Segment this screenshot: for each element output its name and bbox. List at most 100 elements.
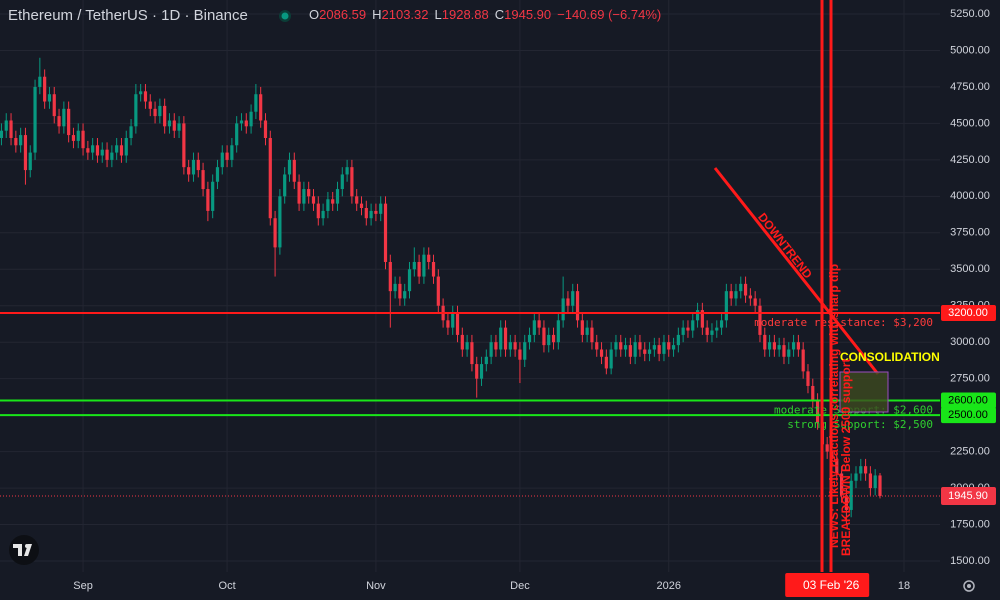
y-tick-label: 1750.00 xyxy=(950,518,990,530)
candle-body xyxy=(791,342,796,350)
grid xyxy=(0,0,940,572)
candle-body xyxy=(667,342,671,350)
candle-body xyxy=(859,466,863,474)
candle-body xyxy=(283,174,287,197)
candle-body xyxy=(340,174,344,190)
candle-body xyxy=(14,137,18,146)
candle-body xyxy=(609,349,613,369)
candle-body xyxy=(446,320,450,328)
candle-body xyxy=(518,349,522,360)
candle-body xyxy=(28,152,32,171)
level-note: moderate resistance: $3,200 xyxy=(754,316,933,329)
candle-body xyxy=(273,218,277,248)
candle-body xyxy=(345,167,349,175)
x-tick-label: 18 xyxy=(898,580,910,592)
candle-body xyxy=(71,135,76,141)
candle-body xyxy=(321,210,325,219)
candle-body xyxy=(47,94,52,102)
candle-body xyxy=(700,310,704,328)
candle-body xyxy=(38,76,42,87)
x-tick-label: Dec xyxy=(510,580,530,592)
candle-body xyxy=(542,327,546,346)
candle-body xyxy=(196,159,200,171)
candle-body xyxy=(302,189,306,204)
candle-body xyxy=(119,145,124,156)
candle-body xyxy=(33,86,37,153)
candle-body xyxy=(331,199,335,204)
candle-body xyxy=(211,181,215,211)
candle-body xyxy=(297,181,301,204)
candle-body xyxy=(527,334,532,343)
candle-body xyxy=(686,327,690,331)
candle-body xyxy=(110,152,114,160)
candle-body xyxy=(398,283,402,299)
candle-body xyxy=(628,345,632,357)
ohlc-legend: O2086.59 H2103.32 L1928.88 C1945.90 −140.69 … xyxy=(309,7,661,22)
candle-body xyxy=(537,320,541,328)
candle-body xyxy=(652,345,656,350)
candle-body xyxy=(355,196,359,204)
candle-body xyxy=(0,130,4,138)
tv-logo[interactable] xyxy=(9,535,39,565)
settings-icon[interactable] xyxy=(963,580,975,592)
candle-body xyxy=(350,167,354,197)
candle-body xyxy=(787,349,791,357)
candle-body xyxy=(633,342,637,357)
candle-body xyxy=(143,91,148,102)
last-price-label: 1945.90 xyxy=(948,490,988,502)
status-dot xyxy=(281,12,289,20)
candle-body xyxy=(206,189,210,211)
candle-body xyxy=(407,269,412,292)
candle-body xyxy=(681,327,685,335)
candle-body xyxy=(172,120,176,131)
candle-body xyxy=(705,327,709,335)
candle-body xyxy=(604,356,608,369)
candle-body xyxy=(638,342,642,350)
level-label: 2500.00 xyxy=(948,409,988,421)
candle-body xyxy=(475,364,479,379)
candle-body xyxy=(383,203,388,262)
candle-body xyxy=(225,152,229,160)
candle-body xyxy=(782,345,786,357)
candle-body xyxy=(868,473,872,489)
candle-body xyxy=(249,111,253,127)
candle-body xyxy=(710,330,714,335)
candle-body xyxy=(758,305,762,335)
candle-body xyxy=(455,313,460,335)
candle-body xyxy=(671,345,676,350)
y-tick-label: 3500.00 xyxy=(950,263,990,275)
candle-body xyxy=(115,145,119,153)
consolidation-box xyxy=(839,371,889,413)
candle-body xyxy=(739,283,743,292)
candle-body xyxy=(811,385,815,401)
candle-body xyxy=(134,94,138,127)
price-axis: 1500.001750.002000.002250.002500.002750.… xyxy=(73,8,996,597)
candle-body xyxy=(796,342,800,350)
candle-body xyxy=(393,283,397,292)
y-tick-label: 5000.00 xyxy=(950,44,990,56)
candle-body xyxy=(878,475,882,496)
candle-body xyxy=(777,345,781,350)
candle-body xyxy=(748,295,752,299)
candle-body xyxy=(254,94,258,112)
candle-body xyxy=(489,342,493,357)
candle-body xyxy=(268,137,272,219)
candle-body xyxy=(763,334,767,350)
ohlc-value: 2086.59 xyxy=(319,7,366,22)
x-tick-label: 2026 xyxy=(657,580,681,592)
candle-body xyxy=(484,356,488,365)
candle-body xyxy=(460,334,464,350)
candle-body xyxy=(76,130,80,141)
candle-body xyxy=(23,135,28,171)
candle-body xyxy=(619,342,623,350)
candle-body xyxy=(614,342,618,350)
candle-body xyxy=(369,210,373,219)
candle-body xyxy=(431,261,436,277)
candle-body xyxy=(806,371,810,386)
candle-body xyxy=(220,152,224,168)
symbol-title: Ethereum / TetherUS · 1D · Binance xyxy=(8,7,248,24)
candle-body xyxy=(230,145,234,160)
candle-body xyxy=(417,261,421,277)
candle-body xyxy=(479,364,484,379)
candle-body xyxy=(167,120,172,127)
